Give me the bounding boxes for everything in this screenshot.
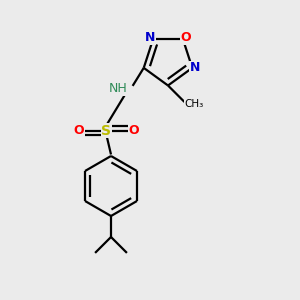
- Text: CH₃: CH₃: [184, 99, 204, 110]
- Text: N: N: [145, 32, 155, 44]
- Text: N: N: [190, 61, 200, 74]
- Text: O: O: [181, 32, 191, 44]
- Text: S: S: [101, 124, 112, 137]
- Text: O: O: [129, 124, 140, 137]
- Text: NH: NH: [109, 82, 127, 95]
- Text: O: O: [74, 124, 84, 137]
